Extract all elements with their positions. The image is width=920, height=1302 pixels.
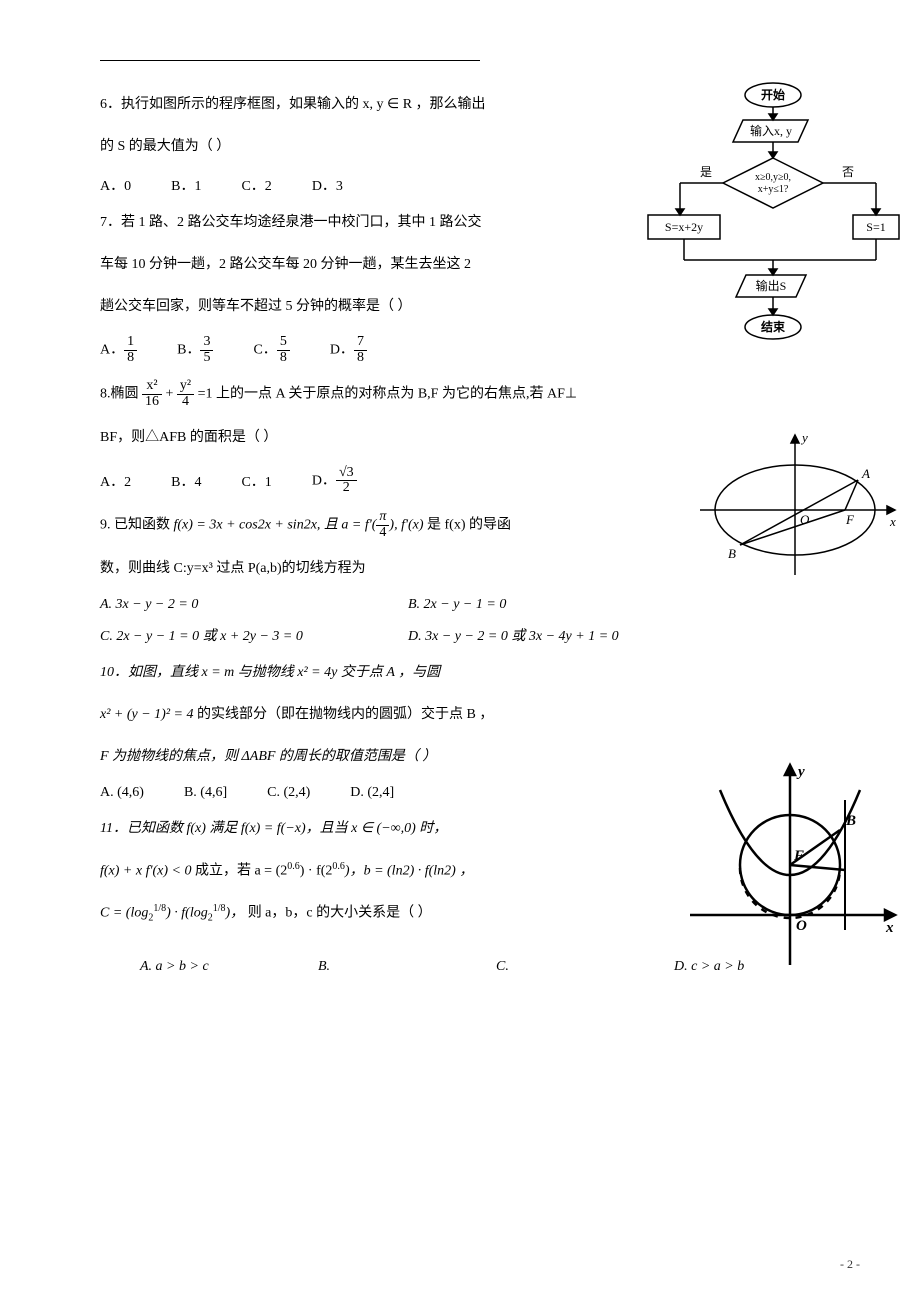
- frac-x2-16: x²16: [142, 379, 162, 409]
- q7-line1: 7．若 1 路、2 路公交车均途经泉港一中校门口，其中 1 路公交: [100, 209, 630, 237]
- q10-line3: F 为抛物线的焦点，则 ΔABF 的周长的取值范围是（ ）: [100, 743, 630, 771]
- q11-opt-a: A. a > b > c: [140, 959, 270, 975]
- q10-line2: x² + (y − 1)² = 4 的实线部分（即在抛物线内的圆弧）交于点 B …: [100, 701, 630, 729]
- frac-7-8: 78: [354, 335, 367, 365]
- svg-text:开始: 开始: [761, 87, 785, 102]
- q8-line1: 8.椭圆 x²16 + y²4 =1 上的一点 A 关于原点的对称点为 B,F …: [100, 379, 630, 409]
- header-rule: [100, 60, 480, 61]
- svg-text:S=x+2y: S=x+2y: [665, 220, 703, 234]
- q11-opt-c: C.: [496, 959, 626, 975]
- frac-5-8: 58: [277, 335, 290, 365]
- q6-opt-d: D．3: [312, 175, 343, 195]
- svg-text:F: F: [793, 848, 804, 864]
- svg-text:y: y: [800, 430, 808, 445]
- q9-opt-a: A. 3x − y − 2 = 0: [100, 597, 360, 613]
- svg-text:A: A: [861, 466, 870, 481]
- svg-text:S=1: S=1: [866, 220, 885, 234]
- svg-text:否: 否: [842, 165, 854, 179]
- q10-opt-b: B. (4,6]: [184, 785, 227, 801]
- svg-text:x: x: [889, 514, 896, 529]
- q8-opt-d: D．√32: [312, 466, 357, 496]
- svg-text:x: x: [885, 920, 894, 936]
- svg-text:x+y≤1?: x+y≤1?: [758, 184, 789, 195]
- svg-text:B: B: [845, 813, 856, 829]
- q11-opt-b: B.: [318, 959, 448, 975]
- q10-line1: 10．如图，直线 x = m 与抛物线 x² = 4y 交于点 A ，与圆: [100, 659, 630, 687]
- q8-opt-a: A．2: [100, 471, 131, 491]
- q7-line3: 趟公交车回家，则等车不超过 5 分钟的概率是（ ）: [100, 293, 630, 321]
- frac-sqrt3-2: √32: [336, 466, 357, 496]
- q10-opt-d: D. (2,4]: [350, 785, 394, 801]
- page-number: - 2 -: [840, 1257, 860, 1272]
- svg-text:是: 是: [700, 165, 712, 179]
- q7-opt-c: C．58: [253, 335, 289, 365]
- svg-text:x≥0,y≥0,: x≥0,y≥0,: [755, 172, 791, 183]
- parabola-diagram: O F B x y: [690, 760, 900, 970]
- q7-opt-a: A．18: [100, 335, 137, 365]
- q10-opt-c: C. (2,4): [267, 785, 310, 801]
- q6-opt-b: B．1: [171, 175, 201, 195]
- q7-line2: 车每 10 分钟一趟，2 路公交车每 20 分钟一趟，某生去坐这 2: [100, 251, 630, 279]
- exam-page: { "q6": { "text": "6．执行如图所示的程序框图，如果输入的 x…: [0, 0, 920, 1302]
- frac-pi-4: π4: [376, 510, 389, 540]
- svg-text:y: y: [796, 764, 805, 780]
- q7-opt-b: B．35: [177, 335, 213, 365]
- q9-options-row1: A. 3x − y − 2 = 0 B. 2x − y − 1 = 0: [100, 597, 840, 613]
- svg-text:输入x, y: 输入x, y: [750, 123, 792, 138]
- q9-options-row2: C. 2x − y − 1 = 0 或 x + 2y − 3 = 0 D. 3x…: [100, 625, 840, 645]
- svg-text:O: O: [796, 918, 807, 934]
- svg-text:F: F: [845, 512, 855, 527]
- q10-opt-a: A. (4,6): [100, 785, 144, 801]
- q11-line1: 11．已知函数 f(x) 满足 f(x) = f(−x)，且当 x ∈ (−∞,…: [100, 815, 630, 843]
- q8-opt-c: C．1: [241, 471, 271, 491]
- q9-opt-b: B. 2x − y − 1 = 0: [408, 597, 506, 613]
- q9-opt-d: D. 3x − y − 2 = 0 或 3x − 4y + 1 = 0: [408, 625, 619, 645]
- q6-line2: 的 S 的最大值为（ ）: [100, 133, 630, 161]
- q8-line2: BF，则△AFB 的面积是（ ）: [100, 424, 630, 452]
- frac-1-8: 18: [124, 335, 137, 365]
- svg-text:B: B: [728, 546, 736, 561]
- frac-3-5: 35: [200, 335, 213, 365]
- flowchart-diagram: 开始 输入x, y x≥0,y≥0, x+y≤1? 是 否 S=x+2y S=1…: [638, 80, 908, 360]
- svg-text:结束: 结束: [761, 319, 786, 334]
- q9-opt-c: C. 2x − y − 1 = 0 或 x + 2y − 3 = 0: [100, 625, 360, 645]
- ellipse-diagram: O F A B x y: [700, 430, 900, 580]
- q7-opt-d: D．78: [330, 335, 367, 365]
- q6-opt-a: A．0: [100, 175, 131, 195]
- q6-line1: 6．执行如图所示的程序框图，如果输入的 x, y ∈ R ，那么输出: [100, 91, 630, 119]
- q8-opt-b: B．4: [171, 471, 201, 491]
- q6-opt-c: C．2: [241, 175, 271, 195]
- svg-text:O: O: [800, 512, 810, 527]
- frac-y2-4: y²4: [177, 379, 194, 409]
- svg-text:输出S: 输出S: [756, 278, 787, 293]
